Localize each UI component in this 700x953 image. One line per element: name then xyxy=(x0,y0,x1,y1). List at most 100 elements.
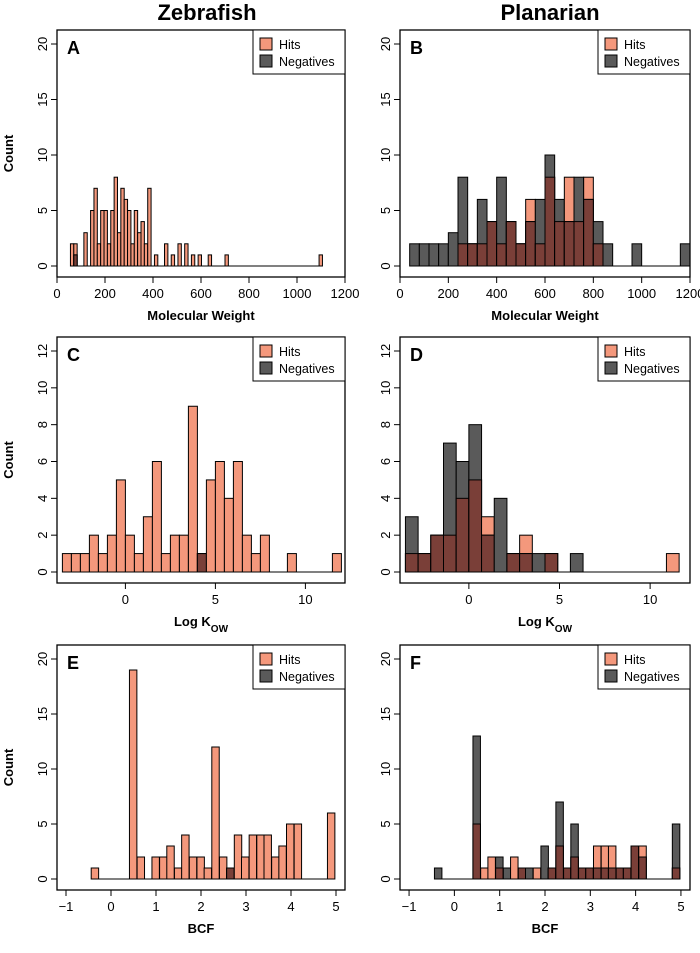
legend-negatives-label: Negatives xyxy=(624,55,680,69)
overlap-bar xyxy=(547,867,557,880)
panel-e: −1 0 1 2 3 4 5 0 5 10 15 20 E Hits Negatives BCF Count xyxy=(1,644,346,936)
legend-hits-swatch xyxy=(604,652,618,666)
x-tick-label: 3 xyxy=(587,899,594,914)
legend-negatives-swatch xyxy=(259,361,273,375)
negatives-bar xyxy=(602,243,614,267)
x-tick-label: 3 xyxy=(242,899,249,914)
legend-negatives-swatch xyxy=(259,669,273,683)
x-axis-label: Log KOW xyxy=(174,614,229,635)
x-tick-label: 1000 xyxy=(627,286,656,301)
legend-hits-label: Hits xyxy=(624,345,646,359)
legend-hits-swatch xyxy=(259,344,273,358)
hits-bar xyxy=(159,856,168,880)
plot-frame xyxy=(56,336,346,584)
hits-bar xyxy=(147,187,152,267)
overlap-bar xyxy=(638,856,647,880)
x-tick-label: 400 xyxy=(486,286,508,301)
panel-f: −1 0 1 2 3 4 5 0 5 10 15 20 F Hits Negatives BCF xyxy=(378,644,691,936)
x-tick-label: 0 xyxy=(465,592,472,607)
hits-bar xyxy=(97,553,108,573)
overlap-bar xyxy=(525,221,536,267)
panel-d: 0 5 10 0 2 4 6 8 10 12 D Hits Negatives Log KOW xyxy=(378,336,691,635)
overlap-bar xyxy=(505,221,517,267)
hits-bar xyxy=(116,232,122,267)
y-tick-label: 8 xyxy=(378,421,393,428)
x-tick-label: 400 xyxy=(142,286,164,301)
overlap-bar xyxy=(519,553,533,573)
x-tick-label: 1 xyxy=(152,899,159,914)
x-tick-label: 1200 xyxy=(331,286,360,301)
panel-letter: E xyxy=(67,653,79,673)
legend-negatives-swatch xyxy=(604,669,618,683)
legend-hits-label: Hits xyxy=(279,653,301,667)
x-tick-label: 1 xyxy=(496,899,503,914)
legend-hits-label: Hits xyxy=(279,38,301,52)
negatives-bar xyxy=(493,497,508,573)
hits-bar xyxy=(196,856,205,880)
legend-negatives-label: Negatives xyxy=(279,670,335,684)
y-tick-label: 12 xyxy=(378,344,393,358)
hits-bar xyxy=(480,867,489,880)
x-tick-label: 5 xyxy=(332,899,339,914)
hits-bar xyxy=(100,210,105,267)
overlap-bar xyxy=(583,198,594,267)
y-tick-label: 5 xyxy=(35,820,50,827)
x-tick-label: 0 xyxy=(53,286,60,301)
hits-bar xyxy=(170,254,176,267)
hits-bar xyxy=(113,176,118,267)
legend-hits-label: Hits xyxy=(624,38,646,52)
hits-bar xyxy=(173,867,183,880)
hits-bar xyxy=(96,243,102,267)
legend: Hits Negatives xyxy=(252,336,346,382)
hits-bar xyxy=(69,243,75,267)
x-tick-label: 4 xyxy=(632,899,639,914)
x-tick-label: 5 xyxy=(212,592,219,607)
x-tick-label: 5 xyxy=(677,899,684,914)
x-tick-label: 5 xyxy=(556,592,563,607)
overlap-bar xyxy=(585,867,594,880)
x-tick-label: 600 xyxy=(190,286,212,301)
hits-bar xyxy=(293,823,303,880)
panel-letter: F xyxy=(410,653,421,673)
y-tick-label: 10 xyxy=(378,381,393,395)
hits-bar xyxy=(263,834,272,880)
negatives-bar xyxy=(531,553,546,573)
negatives-bar xyxy=(679,243,691,267)
overlap-bar xyxy=(417,553,432,573)
panel-a: 0 200 400 600 800 1000 1200 0 5 10 15 20 A Hits Negati… xyxy=(1,29,360,323)
hits-bar xyxy=(259,534,270,573)
overlap-bar xyxy=(455,497,470,573)
hits-bar xyxy=(123,198,129,267)
y-tick-label: 4 xyxy=(378,495,393,502)
hits-bar xyxy=(169,534,180,573)
negatives-bar xyxy=(525,867,534,880)
x-tick-label: 10 xyxy=(643,592,657,607)
x-tick-label: 600 xyxy=(534,286,556,301)
hits-bar xyxy=(271,856,280,880)
y-tick-label: 20 xyxy=(378,37,393,51)
legend-hits-label: Hits xyxy=(624,653,646,667)
x-tick-label: 800 xyxy=(238,286,260,301)
hits-bar xyxy=(83,232,88,267)
hits-bar xyxy=(188,856,198,880)
x-axis-label: Molecular Weight xyxy=(491,308,599,323)
hits-bar xyxy=(151,856,160,880)
hits-bar xyxy=(211,746,220,880)
legend-hits-swatch xyxy=(259,652,273,666)
legend-box xyxy=(252,29,346,75)
hits-bar xyxy=(133,210,139,267)
hits-bar xyxy=(88,534,99,573)
overlap-bar xyxy=(592,243,604,267)
hits-bar xyxy=(70,553,81,573)
overlap-bar xyxy=(506,553,521,573)
y-tick-label: 6 xyxy=(35,458,50,465)
hits-bar xyxy=(223,497,234,573)
x-axis-label: BCF xyxy=(188,921,215,936)
negatives-bar xyxy=(631,243,643,267)
legend: Hits Negatives xyxy=(252,29,346,75)
hits-bar xyxy=(61,553,72,573)
overlap-bar xyxy=(563,221,575,267)
hits-bar xyxy=(326,812,336,880)
overlap-bar xyxy=(592,867,602,880)
legend-negatives-label: Negatives xyxy=(279,55,335,69)
